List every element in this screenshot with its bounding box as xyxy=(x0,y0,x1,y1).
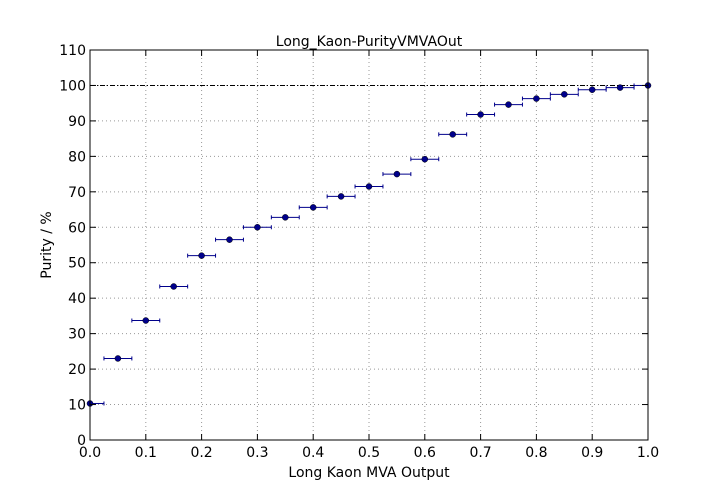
x-tick-label: 0.7 xyxy=(469,445,491,461)
y-tick-label: 20 xyxy=(68,362,86,378)
x-tick-label: 0.4 xyxy=(302,445,324,461)
data-point xyxy=(561,91,568,98)
y-tick-label: 110 xyxy=(59,43,86,59)
y-tick-label: 50 xyxy=(68,256,86,272)
y-tick-label: 100 xyxy=(59,78,86,94)
x-tick-label: 0.0 xyxy=(79,445,101,461)
data-point xyxy=(533,95,540,102)
x-tick-label: 0.1 xyxy=(135,445,157,461)
y-tick-label: 0 xyxy=(77,433,86,449)
data-point xyxy=(142,317,150,324)
plot-frame xyxy=(89,49,649,441)
data-point xyxy=(477,111,484,118)
x-tick-label: 0.5 xyxy=(358,445,380,461)
y-tick-label: 30 xyxy=(68,327,86,343)
y-tick-label: 10 xyxy=(68,398,86,414)
data-point xyxy=(337,193,345,200)
data-point xyxy=(393,170,401,178)
x-tick-label: 0.3 xyxy=(246,445,268,461)
data-point xyxy=(365,183,373,190)
x-tick-label: 0.6 xyxy=(414,445,436,461)
data-point xyxy=(616,84,624,91)
data-point xyxy=(449,131,456,138)
data-series xyxy=(86,82,652,407)
data-point xyxy=(282,214,289,221)
x-axis-label: Long Kaon MVA Output xyxy=(288,465,450,481)
data-point xyxy=(198,252,205,259)
x-tick-label: 0.2 xyxy=(190,445,212,461)
x-tick-label: 0.9 xyxy=(581,445,603,461)
y-tick-label: 40 xyxy=(68,291,86,307)
data-point xyxy=(421,155,429,163)
axis-ticks: 0.0 0.1 0.2 0.3 0.4 0.5 0.6 0.7 0.8 0.9 1.0 0 10 20 30… xyxy=(59,43,659,461)
data-point xyxy=(170,283,177,290)
grid xyxy=(90,50,648,440)
data-point xyxy=(309,204,317,211)
y-tick-label: 80 xyxy=(68,149,86,165)
data-point xyxy=(254,224,261,231)
y-axis-label: Purity / % xyxy=(39,211,55,278)
x-tick-label: 1.0 xyxy=(637,445,659,461)
y-tick-label: 90 xyxy=(68,114,86,130)
data-point xyxy=(505,101,512,108)
data-point xyxy=(114,355,122,362)
data-point xyxy=(588,86,596,93)
x-tick-label: 0.8 xyxy=(525,445,547,461)
data-point xyxy=(226,236,233,243)
y-tick-label: 60 xyxy=(68,220,86,236)
y-tick-label: 70 xyxy=(68,185,86,201)
chart-title: Long_Kaon-PurityVMVAOut xyxy=(276,34,463,50)
